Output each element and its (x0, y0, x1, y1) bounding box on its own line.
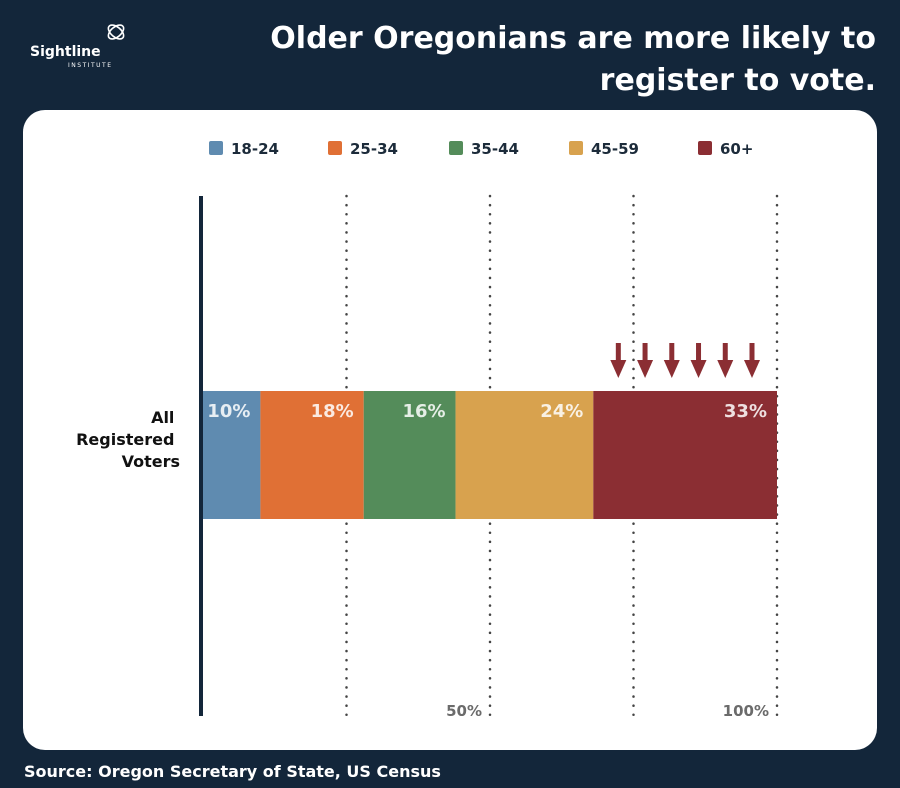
legend-swatch (569, 141, 583, 155)
down-arrow-icon (637, 343, 654, 378)
legend-swatch (209, 141, 223, 155)
down-arrow-icon (690, 343, 707, 378)
chart-title: Older Oregonians are more likely to regi… (270, 21, 876, 98)
legend-label: 60+ (720, 140, 753, 158)
down-arrow-icon (744, 343, 760, 378)
legend-swatch (698, 141, 712, 155)
bar-segment (203, 391, 261, 519)
data-label: 24% (540, 401, 583, 422)
bar-segments (203, 391, 777, 519)
data-label: 33% (724, 401, 767, 422)
legend-label: 18-24 (231, 140, 279, 158)
arrows-group (610, 343, 760, 378)
legend-swatch (449, 141, 463, 155)
category-label: All Registered Voters (76, 408, 180, 471)
data-label: 10% (207, 401, 250, 422)
tick-label: 100% (723, 702, 769, 720)
legend: 18-24 25-34 35-44 45-59 60+ (209, 140, 753, 158)
logo-wordmark: Sightline (30, 44, 101, 60)
bar-segment (593, 391, 777, 519)
legend-label: 35-44 (471, 140, 519, 158)
tick-label: 50% (446, 702, 482, 720)
legend-label: 25-34 (350, 140, 398, 158)
down-arrow-icon (663, 343, 680, 378)
data-label: 16% (402, 401, 445, 422)
down-arrow-icon (610, 343, 627, 378)
logo-subtitle: INSTITUTE (68, 62, 113, 69)
source-note: Source: Oregon Secretary of State, US Ce… (24, 762, 441, 781)
bar-segment (260, 391, 364, 519)
data-label: 18% (311, 401, 354, 422)
data-labels: 10% 18% 16% 24% 33% (207, 401, 767, 422)
bar-segment (363, 391, 456, 519)
legend-label: 45-59 (591, 140, 639, 158)
bar-segment (455, 391, 594, 519)
legend-swatch (328, 141, 342, 155)
down-arrow-icon (717, 343, 734, 378)
tick-labels: 50% 100% (446, 702, 769, 720)
sightline-logo-icon (107, 24, 125, 40)
